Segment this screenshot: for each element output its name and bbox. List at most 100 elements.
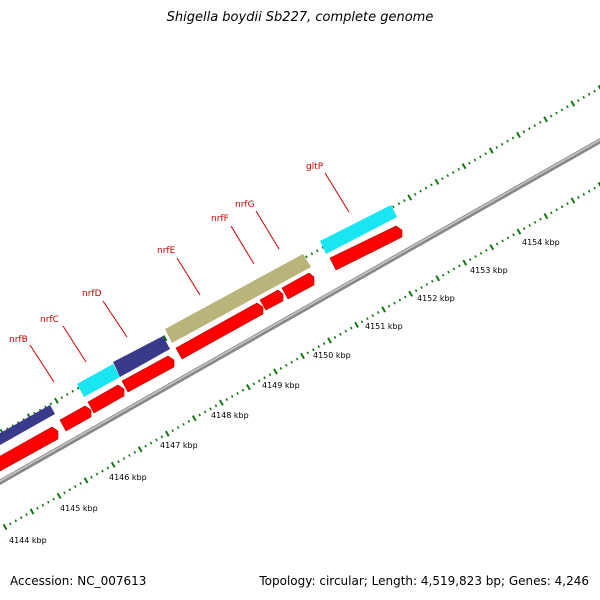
scale-label-4154: 4154 kbp (522, 238, 560, 247)
inner-track-tick (322, 342, 326, 345)
feature-track (0, 205, 397, 445)
leader-line-nrfF (230, 225, 255, 265)
gene-label-nrfG: nrfG (235, 200, 255, 210)
outer-track-tick (597, 84, 600, 91)
inner-track-tick (279, 367, 283, 370)
outer-track-tick (577, 99, 580, 102)
cds-arrow-2 (59, 405, 92, 432)
inner-track-tick (230, 395, 234, 398)
genome-backbone-highlight (0, 138, 600, 483)
inner-track-tick (582, 192, 586, 196)
leader-line-nrfG (255, 210, 280, 250)
inner-track-tick (137, 446, 143, 453)
inner-track-tick (300, 352, 305, 360)
scale-label-4149: 4149 kbp (262, 381, 300, 390)
outer-track-tick (560, 108, 564, 112)
inner-track-tick (516, 228, 522, 235)
inner-track-tick (117, 460, 120, 464)
inner-track-tick (425, 283, 429, 286)
inner-track-tick (52, 497, 55, 501)
inner-track-tick (447, 270, 450, 274)
scale-label-4147: 4147 kbp (160, 441, 198, 450)
cds-arrow-5 (175, 302, 264, 360)
inner-track-tick (164, 430, 170, 437)
inner-track-tick (110, 461, 116, 468)
inner-track-tick (570, 197, 576, 204)
inner-track-tick (101, 469, 104, 473)
inner-track-tick (79, 482, 82, 485)
gene-label-nrfF: nrfF (211, 214, 229, 224)
feature-block-purple-1 (0, 405, 55, 445)
inner-track-tick (555, 208, 558, 212)
inner-track-tick (268, 373, 272, 377)
outer-track-tick (538, 120, 542, 124)
inner-track-tick (214, 404, 218, 408)
outer-track-tick (430, 183, 433, 187)
scale-label-4144: 4144 kbp (9, 536, 47, 545)
outer-track-tick (316, 249, 319, 253)
inner-track-tick (90, 475, 93, 479)
inner-track-tick (155, 438, 158, 442)
inner-track-tick (171, 429, 174, 433)
inner-track-tick (19, 516, 23, 520)
scale-label-4148: 4148 kbp (211, 411, 249, 420)
leader-line-nrfE (176, 257, 201, 296)
inner-track-tick (63, 491, 66, 495)
outer-track-tick (479, 155, 482, 159)
gene-label-nrfC: nrfC (40, 315, 59, 325)
outer-track-tick (511, 136, 515, 140)
cds-arrow-3 (87, 384, 125, 414)
inner-track-tick (381, 306, 386, 313)
inner-track-tick (191, 415, 197, 422)
inner-track-tick (462, 259, 468, 266)
inner-track-tick (74, 485, 77, 488)
outer-track-tick (403, 199, 406, 202)
inner-track-tick (528, 224, 531, 227)
inner-track-tick (246, 384, 251, 391)
cds-arrow-4 (121, 355, 175, 393)
inner-track-tick (566, 202, 569, 206)
outer-track-tick (446, 174, 450, 177)
outer-track-tick (49, 402, 53, 406)
gene-label-nrfD: nrfD (82, 289, 102, 299)
inner-track-tick (506, 236, 510, 240)
inner-tick-track (2, 181, 600, 531)
outer-track-tick (413, 192, 417, 196)
scale-label-4151: 4151 kbp (365, 322, 403, 331)
inner-track-tick (317, 345, 320, 349)
inner-track-tick (144, 444, 147, 448)
outer-track-tick (434, 178, 440, 185)
inner-track-tick (408, 290, 414, 297)
inner-track-tick (149, 441, 153, 445)
inner-track-tick (360, 320, 364, 324)
inner-track-tick (133, 450, 137, 454)
cds-arrow-6 (259, 289, 284, 311)
accession-text: Accession: NC_007613 (10, 574, 147, 588)
gene-labels: nrfB nrfC nrfD nrfE nrfF nrfG gltP (9, 162, 324, 345)
feature-block-purple-2 (113, 336, 170, 377)
inner-track-tick (339, 332, 342, 336)
inner-track-tick (523, 227, 526, 230)
outer-track-tick (522, 130, 526, 134)
outer-track-tick (516, 131, 521, 138)
scale-label-4153: 4153 kbp (470, 266, 508, 275)
inner-track-tick (349, 326, 353, 330)
map-title: Shigella boydii Sb227, complete genome (166, 10, 434, 25)
outer-track-tick (76, 386, 80, 390)
inner-track-tick (485, 248, 488, 252)
outer-track-tick (582, 95, 585, 99)
outer-track-tick (506, 139, 509, 143)
inner-track-tick (273, 368, 278, 375)
outer-track-tick (528, 127, 531, 131)
inner-track-tick (225, 398, 229, 401)
inner-track-tick (198, 413, 201, 417)
cds-track (0, 225, 403, 472)
inner-track-tick (241, 388, 245, 392)
outer-track-tick (162, 335, 168, 342)
inner-track-tick (539, 217, 542, 221)
inner-track-tick (354, 321, 359, 328)
inner-track-tick (219, 399, 224, 406)
inner-track-tick (393, 301, 396, 305)
inner-track-tick (68, 488, 72, 492)
outer-track-tick (54, 397, 59, 404)
